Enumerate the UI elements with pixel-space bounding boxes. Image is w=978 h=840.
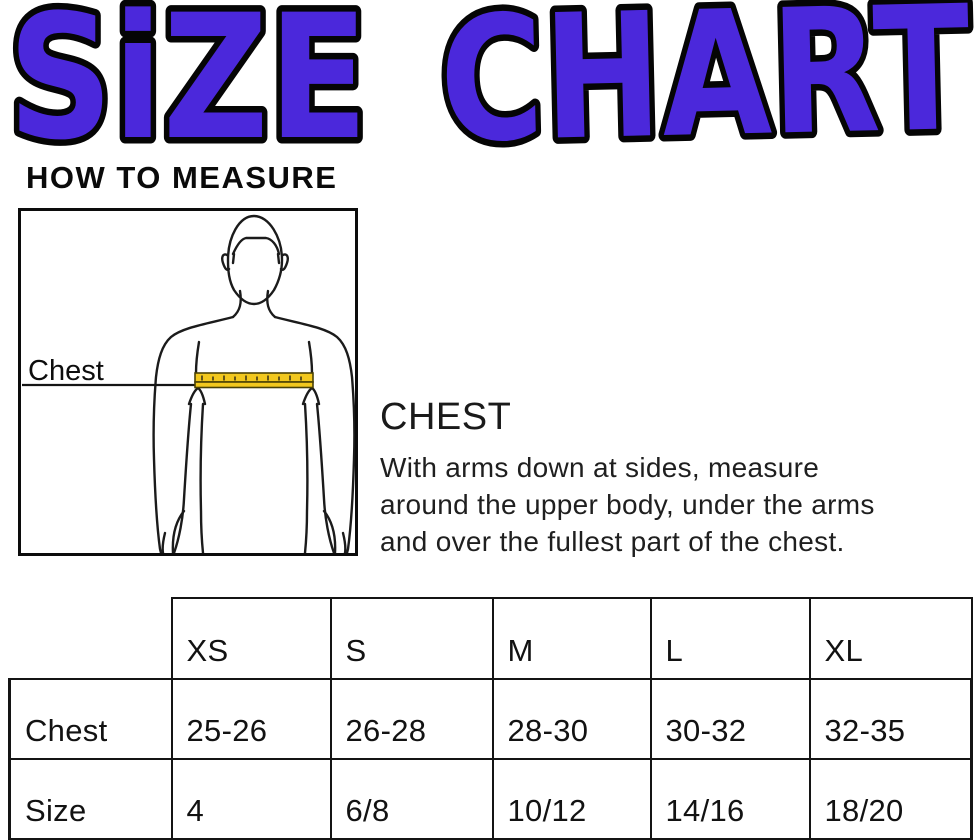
col-header-m: M [491, 597, 652, 680]
cell-size-s: 6/8 [329, 758, 494, 840]
table-corner-blank [10, 598, 172, 679]
size-table-header-row: XS S M L XL [10, 597, 973, 680]
measuring-tape-icon [194, 372, 314, 389]
cell-size-xl: 18/20 [808, 758, 973, 840]
how-to-measure-heading: HOW TO MEASURE [26, 160, 338, 195]
cell-chest-m: 28-30 [491, 678, 652, 760]
cell-size-m: 10/12 [491, 758, 652, 840]
cell-chest-xl: 32-35 [808, 678, 973, 760]
cell-size-xs: 4 [170, 758, 332, 840]
chest-description-line: With arms down at sides, measure [380, 452, 820, 483]
col-header-s: S [329, 597, 494, 680]
col-header-xs: XS [170, 597, 332, 680]
title-word-size: SiZE [8, 0, 368, 178]
page-title: SiZE CHART [2, 0, 978, 187]
cell-chest-l: 30-32 [649, 678, 811, 760]
chest-section-heading: CHEST [380, 396, 512, 438]
torso-diagram: Chest [22, 214, 355, 553]
table-row-size: Size 4 6/8 10/12 14/16 18/20 [8, 758, 973, 840]
cell-chest-xs: 25-26 [170, 678, 332, 760]
row-label-chest: Chest [8, 678, 173, 760]
table-row-chest: Chest 25-26 26-28 28-30 30-32 32-35 [8, 678, 973, 760]
measurement-figure-box: Chest [18, 208, 358, 556]
row-label-size: Size [8, 758, 173, 840]
cell-chest-s: 26-28 [329, 678, 494, 760]
chest-description-line: and over the fullest part of the chest. [380, 526, 845, 557]
chest-description-line: around the upper body, under the arms [380, 489, 875, 520]
title-word-chart: CHART [438, 0, 972, 181]
col-header-l: L [649, 597, 811, 680]
figure-chest-label: Chest [28, 355, 104, 387]
size-table: XS S M L XL Chest 25-26 26-28 28-30 30-3… [8, 597, 973, 840]
cell-size-l: 14/16 [649, 758, 811, 840]
col-header-xl: XL [808, 597, 973, 680]
tape-tick-marks [201, 375, 302, 381]
